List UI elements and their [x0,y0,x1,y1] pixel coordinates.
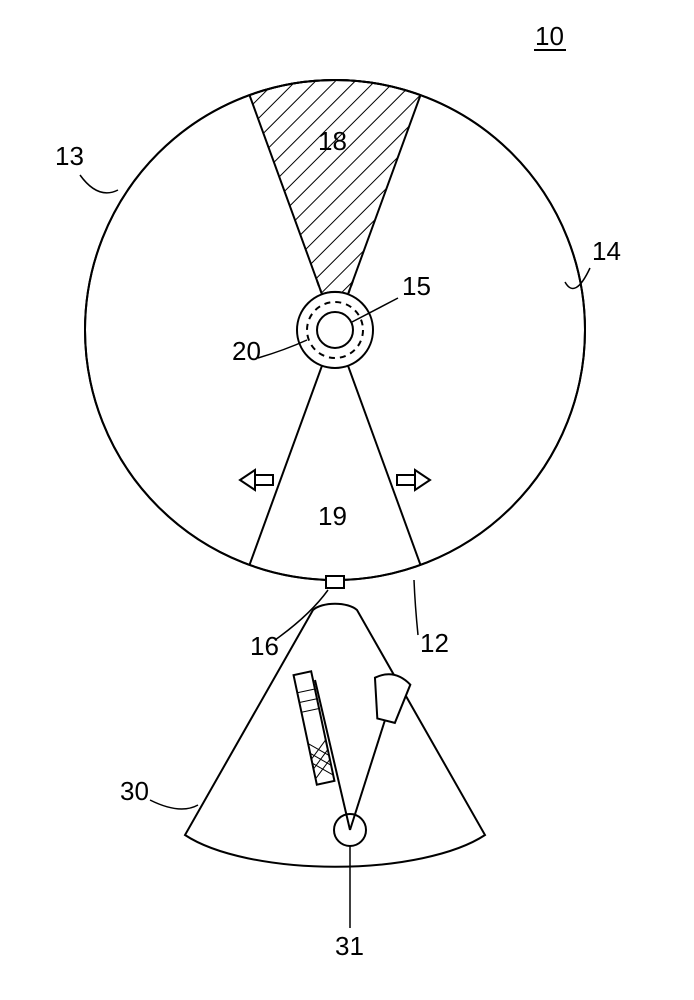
label-20: 20 [232,336,261,366]
top-hatched-wedge [249,80,420,294]
left-arrow-icon [240,470,273,490]
label-14: 14 [592,236,621,266]
label-16: 16 [250,631,279,661]
label-15: 15 [402,271,431,301]
label-19: 19 [318,501,347,531]
label-assembly: 10 [535,21,564,51]
outlet-rect [326,576,344,588]
leader-13 [80,175,118,193]
label-12: 12 [420,628,449,658]
right-arrow-icon [397,470,430,490]
label-30: 30 [120,776,149,806]
label-31: 31 [335,931,364,961]
label-13: 13 [55,141,84,171]
inner-inner-circle [317,312,353,348]
leader-20 [258,340,307,358]
bottom-wedge-right-edge [348,366,421,565]
label-18: 18 [318,126,347,156]
patent-diagram: 10 13 14 15 20 18 19 16 12 30 31 [0,0,694,1000]
leader-12 [414,580,418,635]
bottom-wedge-left-edge [249,366,322,565]
leader-30 [150,800,198,809]
